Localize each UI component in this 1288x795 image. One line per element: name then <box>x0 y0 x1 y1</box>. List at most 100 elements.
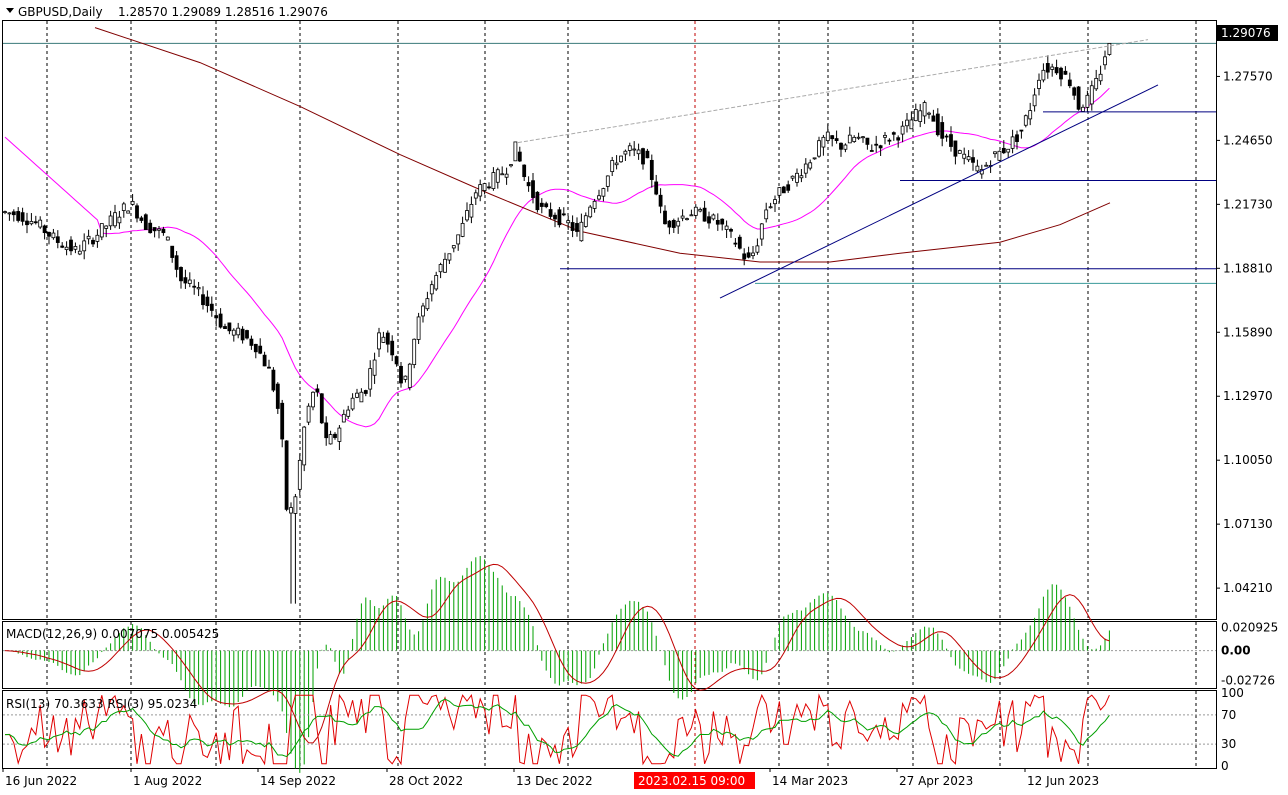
candle-body <box>790 175 795 179</box>
candle-body <box>443 258 447 273</box>
candle-body <box>601 188 606 197</box>
candle-body <box>768 206 773 209</box>
candle-body <box>403 375 408 380</box>
candle-body <box>183 277 188 284</box>
candle-body <box>724 225 729 230</box>
candle-body <box>1098 73 1103 82</box>
candle-body <box>95 234 100 242</box>
candle-body <box>456 234 461 245</box>
candle-body <box>165 236 170 241</box>
candle-body <box>847 134 852 144</box>
candle-body <box>126 210 131 214</box>
candle-body <box>258 345 263 354</box>
candle-body <box>350 397 355 410</box>
candle-body <box>478 184 483 197</box>
candle-body <box>271 369 276 391</box>
candle-body <box>425 298 430 310</box>
candle-body <box>570 222 575 231</box>
candle-body <box>1032 94 1037 107</box>
candle-body <box>201 294 205 306</box>
candle-body <box>671 219 676 228</box>
candle-body <box>883 134 887 138</box>
candle-body <box>799 175 804 179</box>
candles <box>3 43 1112 604</box>
candle-body <box>130 200 135 205</box>
price-tick-label: 1.27570 <box>1223 69 1273 83</box>
candle-body <box>275 383 280 409</box>
candle-body <box>135 205 139 219</box>
candle-body <box>891 132 896 135</box>
candle-body <box>231 329 236 336</box>
macd-tick-label: -0.02726 <box>1221 674 1275 688</box>
macd-tick-label: 0.020925 <box>1221 621 1278 635</box>
candle-body <box>729 228 733 232</box>
candle-body <box>209 303 214 311</box>
candle-body <box>909 119 914 130</box>
candle-body <box>3 211 7 213</box>
candle-body <box>451 245 456 249</box>
candle-body <box>641 148 645 165</box>
time-tick-label: 16 Jun 2022 <box>5 774 77 788</box>
candle-body <box>737 236 742 249</box>
macd-signal-line <box>4 563 1110 744</box>
candle-body <box>944 135 949 138</box>
candle-body <box>64 246 69 251</box>
header-dropdown-triangle-icon[interactable] <box>6 8 14 13</box>
candle-body <box>900 125 905 135</box>
candle-body <box>7 212 12 215</box>
candle-body <box>1019 129 1024 132</box>
candle-body <box>733 242 738 245</box>
candle-body <box>390 340 395 356</box>
current-price-label: 1.29076 <box>1221 26 1271 40</box>
candle-body <box>940 122 945 139</box>
candle-body <box>707 216 711 224</box>
candle-body <box>1094 78 1099 90</box>
candle-body <box>289 507 293 514</box>
candle-body <box>311 391 315 408</box>
candle-body <box>623 150 628 155</box>
candle-body <box>47 231 51 237</box>
candle-body <box>839 142 843 150</box>
candle-body <box>267 366 271 369</box>
candle-body <box>355 392 359 398</box>
candle-body <box>1072 87 1077 96</box>
macd-panel <box>2 621 1217 689</box>
candle-body <box>121 203 126 211</box>
candle-body <box>1045 63 1050 73</box>
time-tick-label: 1 Aug 2022 <box>133 774 202 788</box>
candle-body <box>236 327 241 336</box>
candle-body <box>227 322 232 332</box>
candle-body <box>1023 115 1028 126</box>
time-tick-label: 27 Apr 2023 <box>899 774 973 788</box>
candle-body <box>913 109 918 122</box>
candle-body <box>429 284 434 295</box>
candle-body <box>157 228 161 231</box>
candle-body <box>302 426 307 466</box>
candle-body <box>795 172 799 183</box>
candle-body <box>297 459 302 490</box>
candle-body <box>240 328 245 341</box>
symbol-header: GBPUSD,Daily <box>18 5 103 19</box>
candle-body <box>539 202 544 207</box>
candle-body <box>1076 86 1081 110</box>
highlighted-time-label: 2023.02.15 09:00 <box>638 774 745 788</box>
candle-body <box>117 216 122 224</box>
main-price-panel <box>2 20 1217 620</box>
candle-body <box>1063 70 1068 75</box>
candle-body <box>447 253 452 261</box>
candle-body <box>887 139 892 142</box>
candle-body <box>319 393 324 424</box>
ma-slow-line <box>94 27 1111 263</box>
candle-body <box>874 143 879 146</box>
candle-body <box>1010 136 1015 149</box>
candle-body <box>161 228 166 234</box>
time-tick-label: 14 Sep 2022 <box>260 774 336 788</box>
candle-body <box>25 220 29 226</box>
candle-body <box>1054 67 1059 74</box>
price-tick-label: 1.12970 <box>1223 389 1273 403</box>
candle-body <box>152 227 157 232</box>
candle-body <box>11 211 16 216</box>
candle-body <box>495 169 500 183</box>
candle-body <box>663 210 667 225</box>
